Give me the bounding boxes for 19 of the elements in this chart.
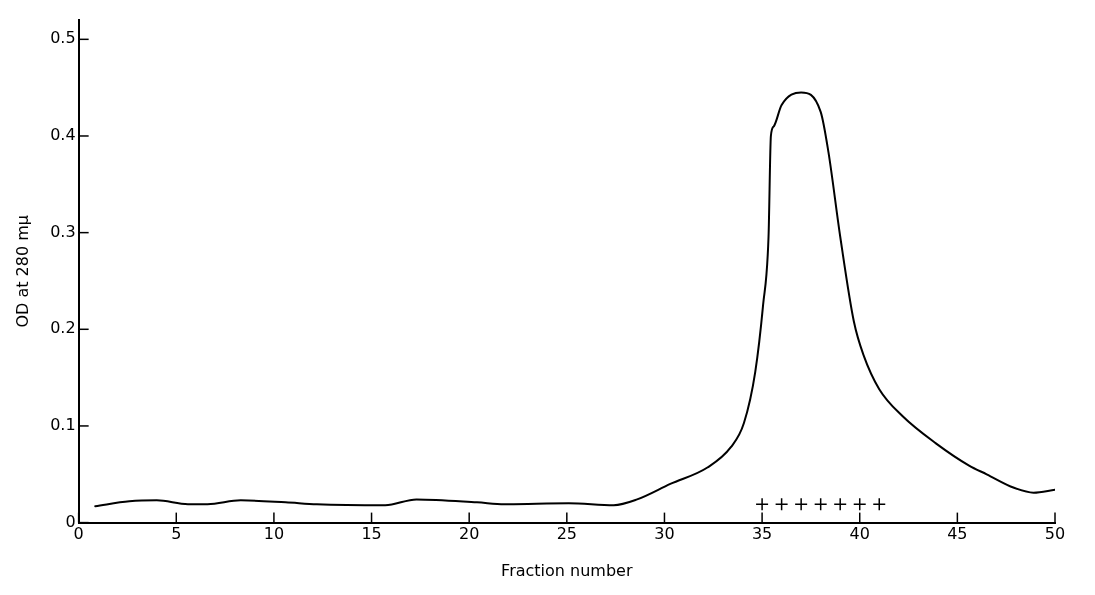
x-tick-label: 10 bbox=[263, 524, 285, 544]
x-tick-label: 25 bbox=[556, 524, 577, 544]
y-tick-label: 0.4 bbox=[50, 125, 76, 145]
y-tick-label: 0.1 bbox=[50, 415, 76, 435]
y-tick-label: 0.3 bbox=[50, 221, 76, 241]
y-tick-label: 0.5 bbox=[50, 28, 76, 48]
x-tick-label: 50 bbox=[1044, 524, 1066, 544]
x-tick-label: 30 bbox=[654, 524, 675, 544]
x-tick-label: 5 bbox=[171, 524, 182, 544]
line-series bbox=[94, 91, 1055, 508]
y-tick-label: 0.2 bbox=[50, 318, 76, 338]
y-tick-label: 0 bbox=[65, 511, 76, 531]
x-axis-title: Fraction number bbox=[501, 560, 633, 580]
y-axis-title: OD at 280 mμ bbox=[12, 215, 32, 328]
x-tick-label: 35 bbox=[751, 524, 773, 544]
x-tick-label: 40 bbox=[849, 524, 870, 544]
x-tick-label: 45 bbox=[947, 524, 968, 544]
x-tick-label: 15 bbox=[361, 524, 382, 544]
x-tick-label: 20 bbox=[459, 524, 480, 544]
